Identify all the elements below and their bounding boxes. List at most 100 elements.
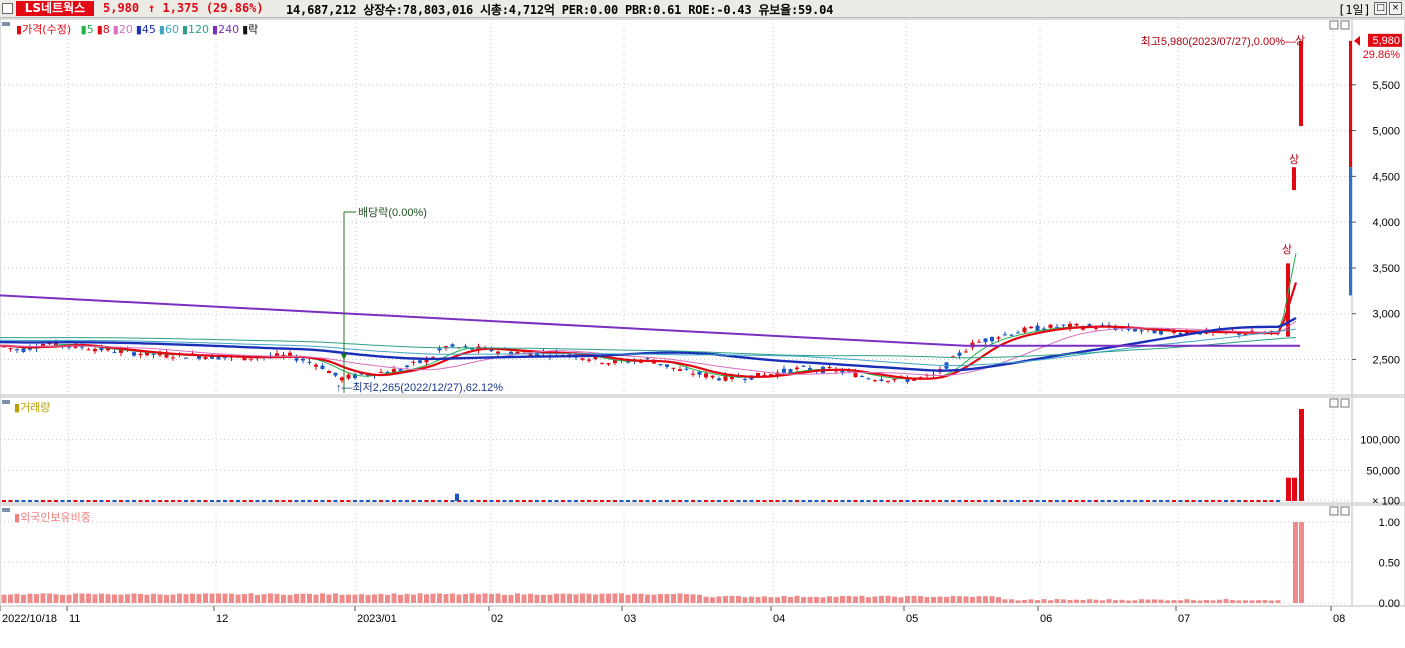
price-tick-label: 3,000 bbox=[1372, 309, 1400, 321]
foreign-tick-label: 0.50 bbox=[1379, 558, 1400, 570]
candle-body bbox=[996, 337, 1001, 339]
volume-bar bbox=[509, 500, 513, 502]
volume-bar bbox=[873, 500, 877, 502]
foreign-bar bbox=[573, 594, 579, 603]
volume-bar bbox=[307, 500, 312, 502]
volume-bar bbox=[626, 500, 630, 502]
candle-body bbox=[1061, 324, 1066, 326]
price-range-bar bbox=[1349, 40, 1352, 168]
foreign-bar bbox=[983, 596, 988, 603]
foreign-bar bbox=[957, 596, 962, 603]
foreign-bar bbox=[372, 594, 377, 603]
volume-bar bbox=[314, 500, 318, 502]
foreign-bar bbox=[866, 597, 871, 603]
foreign-bar bbox=[1, 594, 7, 603]
candle-body bbox=[47, 343, 52, 345]
price-range-bar bbox=[1349, 167, 1352, 296]
foreign-bar bbox=[1178, 600, 1183, 603]
foreign-bar bbox=[853, 596, 858, 603]
volume-bar bbox=[561, 500, 565, 502]
foreign-bar bbox=[463, 593, 468, 603]
candle-body bbox=[132, 352, 136, 356]
candle-body bbox=[398, 369, 403, 371]
candle-body bbox=[171, 357, 175, 359]
volume-bar bbox=[8, 500, 13, 502]
foreign-bar bbox=[606, 593, 611, 603]
period-selector[interactable]: [1일] bbox=[1338, 3, 1371, 17]
volume-bar bbox=[424, 500, 429, 502]
foreign-bar bbox=[775, 597, 780, 603]
candle-body bbox=[119, 349, 123, 353]
foreign-bar bbox=[398, 594, 403, 603]
foreign-bar bbox=[190, 593, 195, 603]
foreign-bar bbox=[762, 596, 767, 603]
foreign-bar bbox=[742, 597, 748, 603]
panel-maximize-icon bbox=[1340, 398, 1350, 408]
foreign-bar bbox=[781, 596, 787, 603]
volume-bar bbox=[125, 500, 130, 502]
volume-bar bbox=[944, 500, 949, 502]
candle-body bbox=[905, 378, 910, 382]
candle-body bbox=[769, 374, 773, 376]
candle-body bbox=[411, 361, 416, 363]
foreign-bar bbox=[365, 594, 371, 603]
candle-body bbox=[333, 372, 338, 376]
volume-bar bbox=[301, 500, 305, 502]
volume-bar bbox=[502, 500, 507, 502]
select-checkbox[interactable] bbox=[2, 3, 13, 14]
foreign-bar bbox=[482, 593, 488, 603]
volume-bar bbox=[249, 500, 253, 502]
stock-name[interactable]: LS네트웍스 bbox=[16, 1, 94, 16]
foreign-bar bbox=[34, 594, 39, 603]
foreign-bar bbox=[352, 594, 358, 603]
volume-bar bbox=[1250, 500, 1254, 502]
x-axis-label: 2022/10/18 bbox=[2, 613, 57, 625]
maximize-icon[interactable]: □ bbox=[1374, 2, 1387, 15]
volume-bar bbox=[67, 500, 71, 502]
foreign-bar bbox=[502, 594, 507, 603]
candle-body bbox=[1094, 327, 1098, 329]
volume-bar bbox=[15, 500, 19, 502]
foreign-bar bbox=[1275, 600, 1281, 603]
foreign-bar bbox=[1197, 600, 1203, 603]
candle-body bbox=[1139, 330, 1144, 332]
foreign-bar bbox=[638, 593, 644, 603]
volume-bar bbox=[112, 500, 117, 502]
foreign-bar bbox=[840, 596, 845, 603]
volume-bar bbox=[405, 500, 409, 502]
foreign-bar bbox=[1132, 600, 1138, 603]
candle-body bbox=[216, 355, 221, 360]
volume-bar bbox=[1230, 500, 1235, 502]
candle-body bbox=[1055, 326, 1059, 328]
foreign-bar bbox=[931, 596, 936, 603]
foreign-bar bbox=[1126, 600, 1131, 603]
volume-bar bbox=[197, 500, 201, 502]
candle-body bbox=[288, 352, 292, 356]
candle-body bbox=[444, 346, 448, 349]
foreign-bar bbox=[183, 594, 189, 603]
volume-bar bbox=[756, 500, 760, 502]
foreign-bar bbox=[170, 594, 176, 603]
volume-bar bbox=[691, 500, 695, 502]
foreign-bar bbox=[820, 597, 826, 603]
volume-bar bbox=[1204, 500, 1209, 502]
candle-body bbox=[723, 374, 728, 381]
volume-bar bbox=[580, 500, 585, 502]
foreign-bar bbox=[489, 593, 494, 603]
candle-body bbox=[509, 351, 513, 354]
close-icon[interactable]: × bbox=[1389, 2, 1402, 15]
candle-body bbox=[756, 372, 760, 378]
volume-bar bbox=[171, 500, 175, 502]
foreign-bar bbox=[645, 594, 650, 603]
candle-body bbox=[424, 358, 429, 363]
foreign-bar bbox=[1067, 599, 1073, 603]
volume-bar bbox=[496, 500, 500, 502]
volume-bar bbox=[1055, 500, 1059, 502]
candle-body bbox=[294, 358, 299, 361]
high-label: 최고5,980(2023/07/27),0.00%— bbox=[1141, 35, 1296, 48]
volume-bar bbox=[437, 500, 442, 502]
volume-bar bbox=[372, 500, 377, 502]
volume-bar bbox=[392, 500, 396, 502]
volume-bar bbox=[574, 500, 578, 502]
price-tick-label: 4,000 bbox=[1372, 217, 1400, 229]
